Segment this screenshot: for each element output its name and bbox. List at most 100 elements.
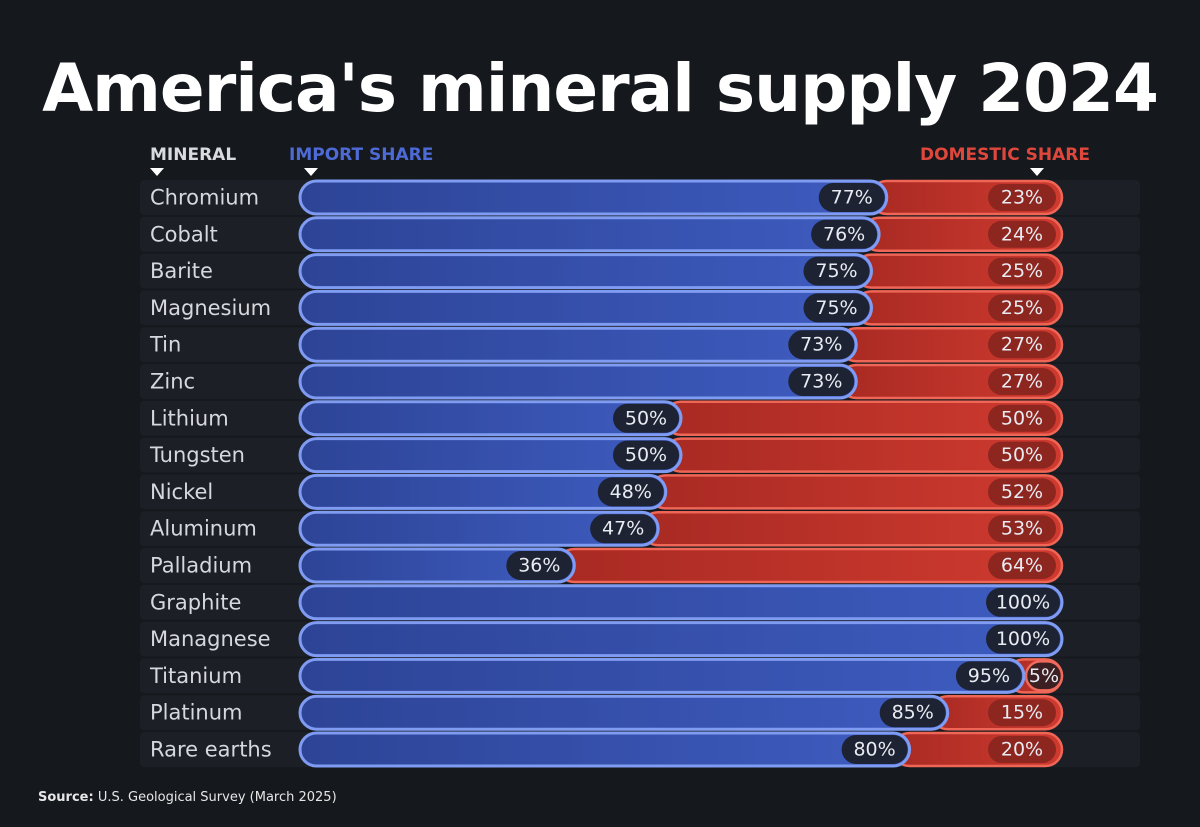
domestic-header-label: DOMESTIC SHARE bbox=[920, 145, 1090, 165]
import-value-pill bbox=[788, 367, 855, 396]
import-bar bbox=[298, 473, 668, 510]
bar-row: Cobalt 76% 24% bbox=[140, 216, 1140, 253]
category-label: Palladium bbox=[150, 554, 252, 578]
bar-row: Graphite 100% bbox=[140, 584, 1140, 621]
import-bar bbox=[298, 584, 1064, 621]
category-label: Tungsten bbox=[149, 443, 245, 467]
import-value-pill bbox=[841, 735, 908, 764]
bar-row: Zinc 73% 27% bbox=[140, 363, 1140, 400]
domestic-value-pill bbox=[988, 699, 1056, 727]
domestic-value-label: 24% bbox=[1001, 223, 1043, 245]
down-arrow-icon bbox=[304, 168, 318, 176]
domestic-value-pill bbox=[988, 368, 1056, 395]
import-value-label: 95% bbox=[968, 665, 1010, 687]
bar-row: Aluminum 47% 53% bbox=[140, 510, 1140, 547]
domestic-value-pill bbox=[988, 478, 1056, 506]
import-bar bbox=[298, 326, 858, 363]
import-bar bbox=[298, 400, 683, 437]
import-value-label: 50% bbox=[625, 407, 667, 429]
import-bar bbox=[298, 694, 950, 731]
import-value-pill bbox=[613, 403, 679, 433]
category-label: Nickel bbox=[150, 480, 213, 504]
bar-row: Titanium 95% 5% bbox=[140, 657, 1140, 694]
import-value-label: 80% bbox=[853, 739, 895, 761]
import-value-pill bbox=[803, 293, 870, 323]
import-value-label: 75% bbox=[815, 297, 857, 319]
import-value-pill bbox=[955, 661, 1022, 691]
domestic-value-pill bbox=[988, 331, 1056, 359]
import-value-pill bbox=[879, 698, 946, 728]
domestic-value-label: 5% bbox=[1029, 665, 1059, 687]
import-value-label: 77% bbox=[831, 187, 873, 209]
domestic-value-pill bbox=[988, 515, 1056, 543]
down-arrow-icon bbox=[1030, 168, 1044, 176]
import-value-label: 85% bbox=[892, 702, 934, 724]
import-value-pill bbox=[818, 183, 885, 212]
category-label: Graphite bbox=[150, 590, 241, 614]
import-value-pill bbox=[506, 551, 573, 580]
mineral-header-label: MINERAL bbox=[150, 145, 237, 165]
import-bar bbox=[298, 253, 873, 290]
bar-row: Chromium 77% 23% bbox=[140, 179, 1140, 216]
import-header-label: IMPORT SHARE bbox=[289, 145, 434, 165]
domestic-value-label: 27% bbox=[1001, 334, 1043, 356]
bar-row: Magnesium 75% 25% bbox=[140, 289, 1140, 326]
bar-row: Tin 73% 27% bbox=[140, 326, 1140, 363]
source-text: U.S. Geological Survey (March 2025) bbox=[97, 790, 337, 805]
bar-row: Rare earths 80% 20% bbox=[140, 731, 1140, 768]
import-bar bbox=[298, 179, 889, 216]
domestic-value-label: 53% bbox=[1001, 518, 1043, 540]
domestic-share-header: DOMESTIC SHARE bbox=[920, 145, 1090, 176]
domestic-value-label: 50% bbox=[1001, 444, 1043, 466]
import-value-label: 48% bbox=[610, 481, 652, 503]
import-value-pill bbox=[811, 219, 878, 249]
category-label: Barite bbox=[150, 259, 213, 283]
import-value-pill bbox=[986, 624, 1060, 654]
import-value-label: 73% bbox=[800, 334, 842, 356]
import-bar bbox=[298, 216, 881, 253]
import-bar bbox=[298, 510, 660, 547]
bar-row: Palladium 36% 64% bbox=[140, 547, 1140, 584]
domestic-value-label: 25% bbox=[1001, 260, 1043, 282]
domestic-value-pill bbox=[988, 220, 1056, 248]
category-label: Chromium bbox=[150, 186, 259, 210]
bar-row: Managnese 100% bbox=[140, 621, 1140, 658]
import-value-pill bbox=[788, 330, 855, 360]
import-bar bbox=[298, 363, 858, 400]
import-bar bbox=[298, 657, 1026, 694]
domestic-bar bbox=[556, 547, 1064, 584]
domestic-value-pill bbox=[988, 404, 1056, 432]
bar-row: Lithium 50% 50% bbox=[140, 400, 1140, 437]
import-value-label: 76% bbox=[823, 223, 865, 245]
domestic-value-pill bbox=[988, 184, 1056, 211]
bar-row: Platinum 85% 15% bbox=[140, 694, 1140, 731]
import-value-label: 75% bbox=[815, 260, 857, 282]
category-label: Lithium bbox=[150, 406, 229, 430]
import-bar bbox=[298, 621, 1064, 658]
domestic-value-pill bbox=[988, 294, 1056, 322]
down-arrow-icon bbox=[150, 168, 164, 176]
import-value-label: 36% bbox=[518, 555, 560, 577]
domestic-value-pill bbox=[988, 257, 1056, 285]
import-value-pill bbox=[803, 256, 870, 286]
import-value-pill bbox=[597, 477, 664, 507]
import-value-pill bbox=[590, 514, 657, 544]
chart-title: America's mineral supply 2024 bbox=[42, 50, 1159, 127]
import-bar bbox=[298, 731, 912, 768]
domestic-value-label: 27% bbox=[1001, 371, 1043, 393]
domestic-value-label: 25% bbox=[1001, 297, 1043, 319]
import-value-pill bbox=[986, 587, 1060, 617]
source-note: Source: U.S. Geological Survey (March 20… bbox=[38, 790, 337, 805]
category-label: Zinc bbox=[150, 370, 195, 394]
import-bar bbox=[298, 289, 873, 326]
bar-row: Tungsten 50% 50% bbox=[140, 437, 1140, 474]
import-bar bbox=[298, 547, 576, 584]
import-value-label: 47% bbox=[602, 518, 644, 540]
category-label: Aluminum bbox=[150, 517, 257, 541]
import-value-label: 50% bbox=[625, 444, 667, 466]
import-value-pill bbox=[613, 440, 679, 470]
domestic-value-label: 64% bbox=[1001, 555, 1043, 577]
domestic-value-label: 15% bbox=[1001, 702, 1043, 724]
domestic-value-pill bbox=[1024, 660, 1064, 692]
